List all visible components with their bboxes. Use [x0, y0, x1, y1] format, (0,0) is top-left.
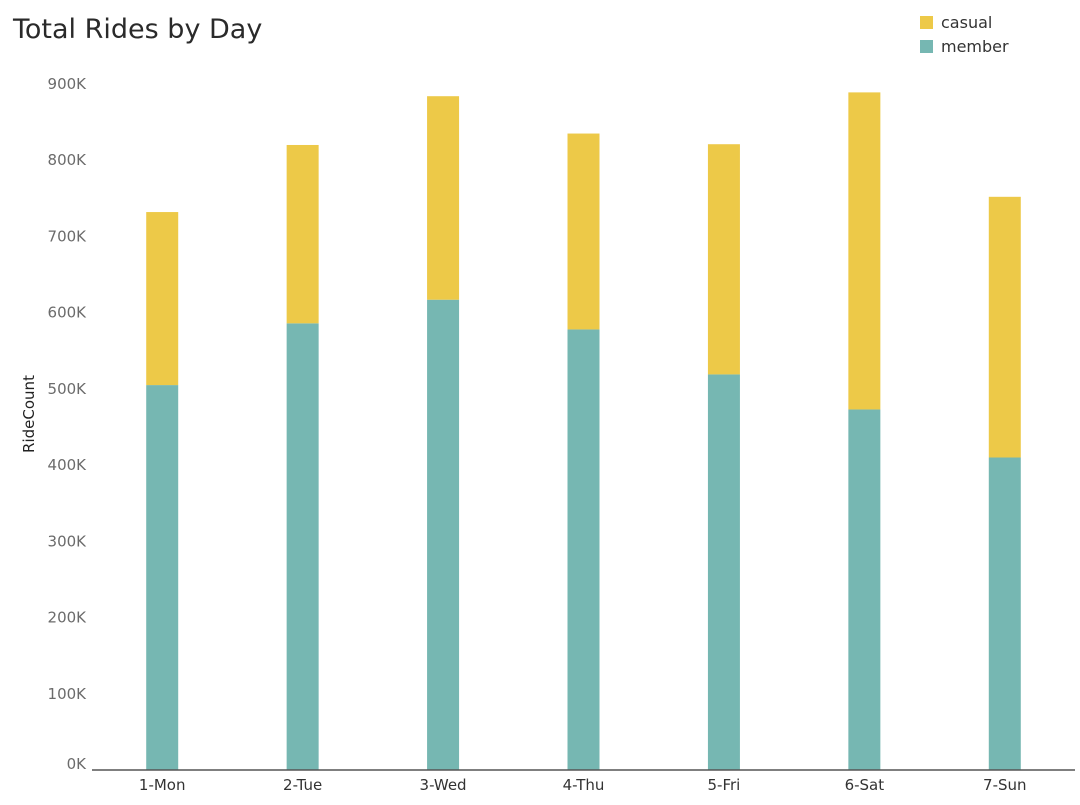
bar-segment-member-2-Tue[interactable]	[286, 323, 319, 770]
bar-segment-casual-5-Fri[interactable]	[707, 144, 740, 375]
legend-label-member: member	[941, 36, 1009, 56]
x-tick-label: 5-Fri	[708, 776, 741, 794]
y-tick-label: 900K	[48, 75, 88, 93]
x-tick-label: 3-Wed	[420, 776, 467, 794]
x-axis-labels: 1-Mon 2-Tue 3-Wed 4-Thu 5-Fri 6-Sat 7-Sun	[139, 776, 1027, 794]
y-tick-label: 400K	[48, 456, 88, 474]
bars	[146, 92, 1021, 770]
y-tick-label: 800K	[48, 151, 88, 169]
x-tick-label: 2-Tue	[283, 776, 322, 794]
y-axis-ticks: 0K 100K 200K 300K 400K 500K 600K 700K 800K 900K	[48, 75, 88, 773]
bar-segment-casual-1-Mon[interactable]	[146, 212, 179, 386]
x-tick-label: 1-Mon	[139, 776, 186, 794]
bar-segment-member-3-Wed[interactable]	[427, 299, 460, 770]
y-tick-label: 500K	[48, 380, 88, 398]
legend-item-casual[interactable]: casual	[920, 10, 1009, 34]
y-tick-label: 600K	[48, 304, 88, 322]
bar-segment-member-5-Fri[interactable]	[707, 374, 740, 770]
x-tick-label: 7-Sun	[983, 776, 1027, 794]
legend-swatch-casual	[920, 15, 933, 29]
x-tick-label: 4-Thu	[563, 776, 605, 794]
x-tick-label: 6-Sat	[845, 776, 885, 794]
bar-segment-casual-3-Wed[interactable]	[427, 96, 460, 300]
legend-item-member[interactable]: member	[920, 34, 1009, 58]
bar-segment-member-4-Thu[interactable]	[567, 329, 600, 770]
y-tick-label: 100K	[48, 685, 88, 703]
y-tick-label: 200K	[48, 609, 88, 627]
bar-segment-casual-2-Tue[interactable]	[286, 144, 319, 324]
y-tick-label: 700K	[48, 227, 88, 245]
bar-segment-casual-6-Sat[interactable]	[848, 92, 881, 410]
bar-segment-member-1-Mon[interactable]	[146, 385, 179, 770]
bar-segment-casual-7-Sun[interactable]	[988, 196, 1021, 458]
legend: casual member	[920, 10, 1009, 58]
legend-swatch-member	[920, 39, 933, 53]
bar-segment-member-6-Sat[interactable]	[848, 409, 881, 770]
chart-title: Total Rides by Day	[13, 14, 263, 45]
legend-label-casual: casual	[941, 12, 993, 32]
y-axis-title: RideCount	[20, 375, 38, 453]
y-tick-label: 300K	[48, 532, 88, 550]
bar-segment-member-7-Sun[interactable]	[988, 457, 1021, 770]
y-tick-label: 0K	[67, 755, 88, 773]
bar-segment-casual-4-Thu[interactable]	[567, 133, 600, 330]
